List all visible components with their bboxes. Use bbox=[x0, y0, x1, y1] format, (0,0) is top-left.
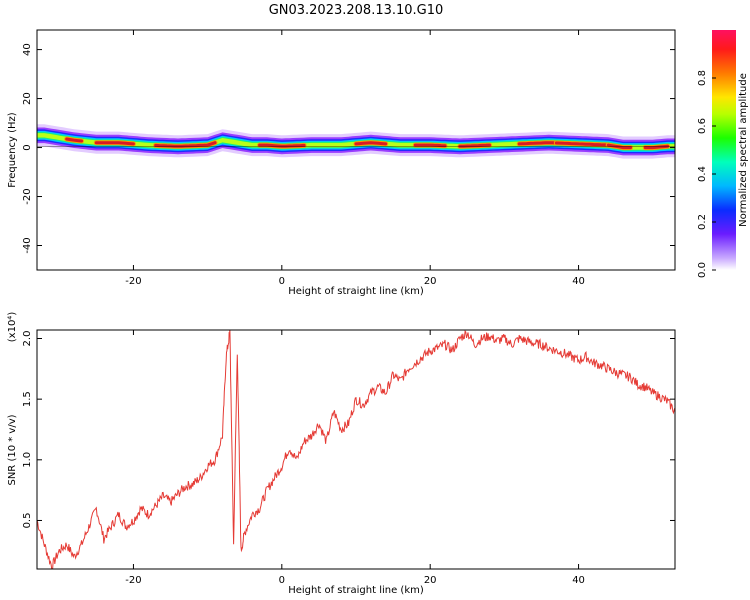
snr-y-ticks: 2.0 1.5 1.0 0.5 bbox=[22, 331, 675, 529]
spectrogram-y-tick-label: -20 bbox=[22, 188, 33, 204]
spectrogram-ridge-segment bbox=[554, 141, 610, 147]
snr-y-label: SNR (10 * v/v) bbox=[7, 414, 18, 485]
spectrogram-x-tick-label: -20 bbox=[125, 276, 141, 287]
snr-x-ticks: -20 0 20 40 bbox=[125, 330, 585, 586]
snr-plot-area bbox=[37, 330, 675, 569]
snr-frame bbox=[36, 329, 676, 570]
spectrogram-y-tick-label: 40 bbox=[22, 43, 33, 56]
spectrogram-y-tick-label: 20 bbox=[22, 92, 33, 105]
spectrogram-ridge-segment bbox=[94, 141, 135, 146]
spectrogram-y-ticks: 40 20 0 -20 -40 bbox=[22, 43, 675, 254]
spectrogram-ridge-segment bbox=[517, 141, 558, 146]
snr-y-tick-label: 1.5 bbox=[22, 391, 33, 407]
colorbar-gradient bbox=[712, 30, 736, 270]
colorbar-tick-label: 0.0 bbox=[697, 262, 708, 278]
spectrogram-ridge-segment bbox=[65, 137, 83, 143]
colorbar: 0.0 0.2 0.4 0.6 0.8 Normalized spectral ampl… bbox=[697, 30, 749, 278]
spectrogram-y-tick-label: 0 bbox=[22, 144, 33, 150]
snr-x-tick-label: 0 bbox=[279, 575, 285, 586]
snr-y-multiplier: (x10⁴) bbox=[7, 312, 18, 343]
colorbar-tick-label: 0.8 bbox=[697, 70, 708, 86]
snr-x-tick-label: 40 bbox=[572, 575, 585, 586]
spectrogram-x-ticks: -20 0 20 40 bbox=[125, 30, 585, 287]
snr-y-tick-label: 2.0 bbox=[22, 331, 33, 347]
spectrogram-heatmap bbox=[37, 124, 675, 159]
colorbar-label: Normalized spectral amplitude bbox=[738, 73, 749, 227]
colorbar-tick-label: 0.6 bbox=[697, 118, 708, 134]
spectrogram-panel: -20 0 20 40 40 20 0 -20 -40 Height of straight … bbox=[7, 29, 676, 297]
spectrogram-y-label: Frequency (Hz) bbox=[7, 112, 18, 188]
spectrogram-ridge-segment bbox=[606, 143, 632, 150]
colorbar-tick-label: 0.4 bbox=[697, 166, 708, 182]
snr-y-tick-label: 0.5 bbox=[22, 513, 33, 529]
snr-panel: -20 0 20 40 2.0 1.5 1.0 0.5 Height of straight… bbox=[7, 312, 676, 596]
snr-x-tick-label: 20 bbox=[424, 575, 437, 586]
snr-x-tick-label: -20 bbox=[125, 575, 141, 586]
spectrogram-y-tick-label: -40 bbox=[22, 237, 33, 253]
colorbar-tick-label: 0.2 bbox=[697, 214, 708, 230]
spectrogram-ridge-segment bbox=[354, 141, 388, 146]
spectrogram-x-tick-label: 0 bbox=[279, 276, 285, 287]
spectrogram-x-tick-label: 40 bbox=[572, 276, 585, 287]
spectrogram-ridge-segment bbox=[413, 143, 447, 148]
spectrogram-frame bbox=[36, 29, 676, 271]
snr-x-label: Height of straight line (km) bbox=[288, 585, 424, 596]
spectrogram-x-tick-label: 20 bbox=[424, 276, 437, 287]
snr-y-tick-label: 1.0 bbox=[22, 452, 33, 468]
colorbar-ticks: 0.0 0.2 0.4 0.6 0.8 bbox=[697, 70, 716, 278]
spectrogram-x-label: Height of straight line (km) bbox=[288, 286, 424, 297]
chart-title: GN03.2023.208.13.10.G10 bbox=[269, 3, 444, 18]
snr-series-line bbox=[37, 330, 675, 569]
